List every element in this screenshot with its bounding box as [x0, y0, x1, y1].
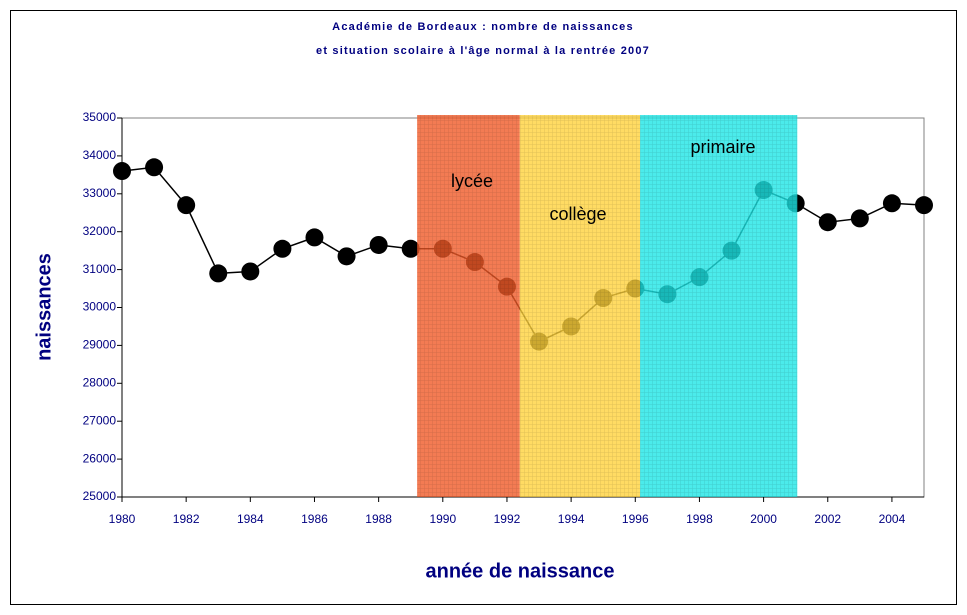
y-tick-label: 29000 [83, 338, 117, 352]
point [209, 264, 228, 283]
point [401, 239, 420, 258]
x-tick-label: 2002 [814, 512, 841, 526]
y-axis-label: naissances [33, 253, 55, 361]
y-tick-label: 27000 [83, 413, 117, 427]
y-tick-label: 34000 [83, 148, 117, 162]
band-label: lycée [451, 171, 493, 191]
point [818, 213, 837, 232]
x-tick-label: 1986 [301, 512, 328, 526]
y-tick-label: 33000 [83, 186, 117, 200]
point [915, 196, 933, 215]
point [850, 209, 869, 228]
y-tick-label: 31000 [83, 262, 117, 276]
point [305, 228, 324, 247]
x-tick-label: 1988 [365, 512, 392, 526]
point [177, 196, 196, 215]
band-hatch [519, 115, 641, 497]
y-tick-label: 25000 [83, 489, 117, 503]
x-tick-label: 1994 [558, 512, 585, 526]
x-tick-label: 1992 [494, 512, 521, 526]
x-tick-label: 1996 [622, 512, 649, 526]
chart-title: Académie de Bordeaux : nombre de naissan… [332, 21, 634, 33]
x-tick-label: 2000 [750, 512, 777, 526]
point [113, 162, 131, 181]
x-tick-label: 1998 [686, 512, 713, 526]
x-tick-label: 1982 [173, 512, 200, 526]
y-tick-label: 35000 [83, 110, 117, 124]
band-hatch [417, 115, 520, 497]
y-tick-label: 28000 [83, 375, 117, 389]
y-tick-label: 26000 [83, 451, 117, 465]
x-tick-label: 1990 [429, 512, 456, 526]
x-tick-label: 1980 [109, 512, 136, 526]
x-tick-label: 2004 [879, 512, 906, 526]
point [369, 235, 388, 254]
x-axis-label: année de naissance [426, 560, 615, 582]
point [273, 239, 292, 258]
y-tick-label: 30000 [83, 300, 117, 314]
band-hatch [640, 115, 798, 497]
band-label: collège [549, 204, 606, 224]
point [882, 194, 901, 213]
band-label: primaire [690, 137, 755, 157]
x-tick-label: 1984 [237, 512, 264, 526]
y-tick-label: 32000 [83, 224, 117, 238]
chart-title: et situation scolaire à l'âge normal à l… [316, 45, 650, 57]
point [241, 262, 260, 281]
point [145, 158, 164, 177]
point [337, 247, 356, 266]
